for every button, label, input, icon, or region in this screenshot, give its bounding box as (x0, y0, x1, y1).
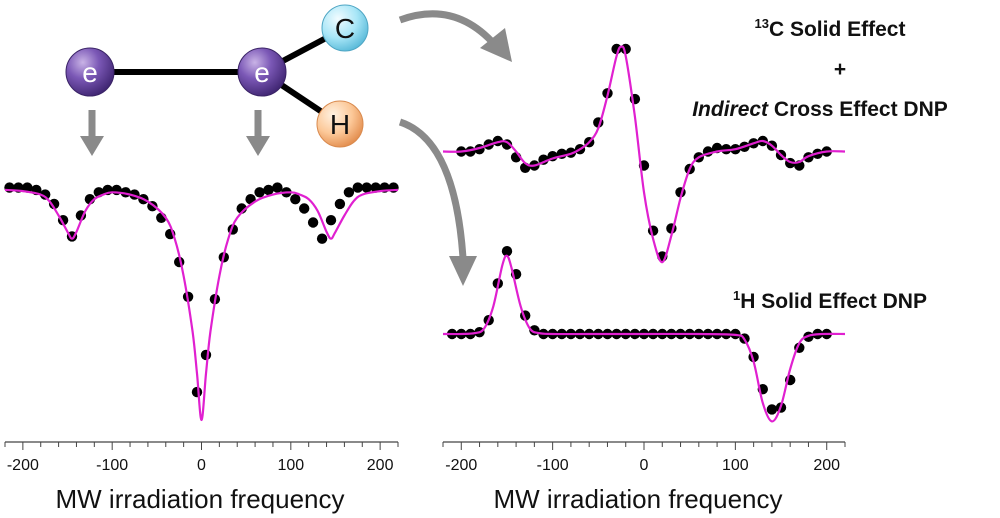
curved-arrow-head-icon (449, 256, 477, 286)
right-x-axis: -200 -100 0 100 200 (442, 441, 846, 474)
carbon-label: C (335, 13, 355, 44)
tick-label: 100 (277, 457, 304, 474)
arrows (80, 10, 512, 286)
left-x-axis-label: MW irradiation frequency (56, 484, 345, 514)
data-point (766, 404, 778, 415)
right-x-axis-label: MW irradiation frequency (494, 484, 783, 514)
data-point (200, 349, 212, 361)
electron-1-atom (65, 47, 115, 97)
data-point (501, 246, 513, 257)
curved-arrow-icon (398, 10, 498, 48)
down-arrow-head-icon (80, 136, 104, 156)
fit-line (4, 188, 399, 422)
data-point (290, 194, 301, 205)
data-point (343, 187, 355, 198)
data-point (361, 182, 372, 193)
data-point (191, 386, 203, 398)
fit-line (442, 45, 846, 264)
electron-2-label: e (254, 57, 270, 88)
tick-label: 0 (640, 457, 649, 474)
tick-label: 200 (813, 457, 840, 474)
tick-label: -200 (445, 457, 477, 474)
tick-label: 200 (367, 457, 394, 474)
hydrogen-label: H (330, 109, 350, 140)
electron-2-atom (237, 47, 287, 97)
fit-line (442, 254, 846, 423)
data-point (370, 182, 381, 193)
data-point (299, 203, 310, 214)
indirect-cross-effect-title: Indirect Cross Effect DNP (692, 98, 948, 121)
data-point (721, 144, 732, 155)
spin-system-diagram: e e C H (65, 4, 369, 148)
title-plus: + (834, 58, 846, 81)
tick-label: 0 (197, 457, 206, 474)
data-point (272, 182, 283, 193)
h1-title: 1H Solid Effect DNP (733, 288, 927, 313)
curved-arrow-head-icon (480, 28, 512, 62)
h1-dnp-spectrum-chart (442, 246, 846, 423)
curved-arrow-icon (398, 118, 467, 259)
data-point (22, 182, 33, 193)
tick-label: -200 (7, 457, 39, 474)
left-x-axis: -200 -100 0 100 200 (4, 441, 399, 474)
data-point (40, 189, 51, 200)
electron-1-label: e (82, 57, 98, 88)
data-point (325, 215, 337, 226)
c13-title: 13C Solid Effect (755, 16, 906, 41)
data-point (352, 182, 363, 193)
spectrum-titles: 13C Solid Effect + Indirect Cross Effect… (692, 16, 948, 313)
data-point (263, 184, 274, 196)
electron-spectrum-chart (4, 182, 399, 422)
data-point (316, 233, 328, 244)
hydrogen-atom (316, 100, 364, 148)
tick-label: -100 (96, 457, 128, 474)
tick-label: 100 (722, 457, 749, 474)
c13-dnp-spectrum-chart (442, 43, 846, 264)
data-point (48, 198, 60, 210)
down-arrow-head-icon (246, 136, 270, 156)
data-point (307, 217, 319, 228)
data-point (254, 187, 265, 198)
tick-label: -100 (537, 457, 569, 474)
data-point (334, 198, 346, 210)
carbon-atom (321, 4, 369, 52)
